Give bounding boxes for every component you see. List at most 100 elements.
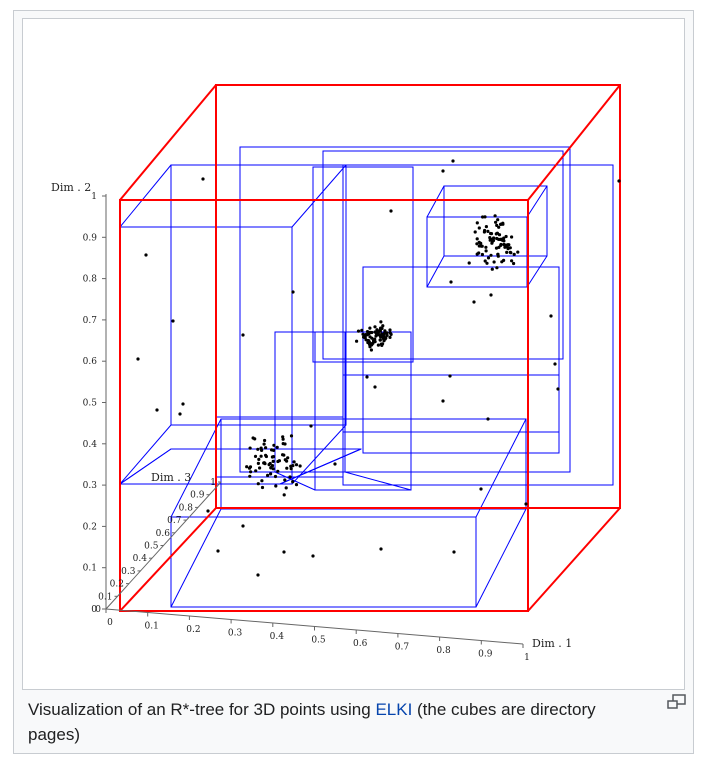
data-point-205 bbox=[251, 436, 255, 440]
data-point-46 bbox=[376, 343, 380, 347]
dim1-tick-label-6: 0.6 bbox=[353, 639, 368, 649]
dim1-tick-label-1: 0.1 bbox=[145, 622, 159, 632]
dim3-tick-label-2: 0.2 bbox=[110, 580, 124, 590]
dim3-tick-label-5: 0.5 bbox=[144, 542, 159, 552]
data-point-61 bbox=[374, 331, 378, 335]
dim3-tick-label-4: 0.4 bbox=[133, 554, 148, 564]
data-point-261 bbox=[489, 293, 493, 297]
directory-cube-1-edge-1 bbox=[291, 164, 347, 228]
data-point-119 bbox=[486, 229, 490, 233]
dim2-tick-label-2: 0.2 bbox=[83, 522, 97, 532]
directory-cube-9 bbox=[274, 331, 412, 491]
directory-cube-8 bbox=[342, 374, 560, 433]
data-point-246 bbox=[486, 417, 490, 421]
directory-cube-3-front bbox=[170, 516, 477, 608]
caption-text: Visualization of an R*-tree for 3D point… bbox=[28, 700, 376, 719]
data-point-132 bbox=[489, 231, 493, 236]
caption-text-end: (the cubes are directory pages) bbox=[28, 700, 596, 744]
data-points bbox=[136, 159, 621, 577]
data-point-182 bbox=[260, 448, 264, 452]
directory-cube-7-back bbox=[362, 266, 560, 454]
data-point-227 bbox=[292, 460, 296, 464]
dim3-tick-label-10: 1 bbox=[210, 478, 216, 488]
data-point-264 bbox=[333, 462, 337, 466]
dim1-tick-label-2: 0.2 bbox=[186, 625, 200, 635]
data-point-65 bbox=[361, 332, 365, 336]
directory-cube-12 bbox=[312, 166, 414, 363]
directory-cube-5 bbox=[342, 164, 614, 486]
data-point-230 bbox=[201, 177, 205, 181]
data-point-59 bbox=[374, 334, 378, 338]
directory-cube-1-edge-2 bbox=[119, 424, 172, 485]
directory-cubes bbox=[119, 146, 614, 608]
data-point-189 bbox=[291, 480, 295, 484]
data-point-169 bbox=[285, 466, 289, 470]
data-point-193 bbox=[288, 475, 292, 479]
data-point-253 bbox=[452, 550, 456, 554]
directory-cube-3-edge-3 bbox=[475, 508, 527, 608]
data-point-258 bbox=[206, 509, 210, 513]
dim1-tick-label-8: 0.8 bbox=[436, 646, 451, 656]
dim3-tick-label-9: 0.9 bbox=[190, 491, 205, 501]
data-point-197 bbox=[269, 466, 273, 470]
data-point-257 bbox=[241, 524, 245, 528]
directory-cube-11-back bbox=[215, 416, 344, 478]
dim3-tick-label-0: 0 bbox=[95, 605, 101, 615]
data-point-57 bbox=[370, 336, 374, 340]
data-point-177 bbox=[286, 456, 290, 460]
data-point-68 bbox=[364, 338, 368, 342]
dim1-tick-label-4: 0.4 bbox=[270, 632, 285, 642]
data-point-239 bbox=[389, 209, 393, 213]
dim1-ticks: 0 0.1 0.2 0.3 0.4 0.5 0.6 0.7 0.8 0.9 1 bbox=[105, 609, 530, 663]
directory-cube-1 bbox=[119, 164, 347, 485]
data-point-154 bbox=[477, 240, 481, 244]
data-point-81 bbox=[505, 250, 509, 254]
data-point-217 bbox=[245, 465, 249, 469]
data-point-170 bbox=[263, 438, 267, 443]
data-point-52 bbox=[389, 332, 393, 336]
data-point-222 bbox=[291, 464, 295, 468]
data-point-121 bbox=[482, 230, 486, 234]
rtree-visualization: Dim . 2 Dim . 1 Dim . 3 00.10.20.30.40.5… bbox=[51, 84, 621, 663]
dim2-ticks: 0 0.1 0.2 0.3 0.4 0.5 0.6 0.7 0.8 0.9 1 bbox=[83, 192, 106, 615]
data-point-91 bbox=[497, 225, 501, 229]
data-point-64 bbox=[388, 335, 392, 339]
data-point-69 bbox=[385, 331, 389, 335]
data-point-41 bbox=[383, 329, 387, 333]
magnify-icon[interactable] bbox=[666, 693, 688, 711]
data-point-201 bbox=[264, 446, 268, 450]
data-point-234 bbox=[181, 402, 185, 406]
data-point-203 bbox=[269, 472, 273, 476]
directory-cube-4 bbox=[239, 146, 571, 473]
directory-cube-3-edge-2 bbox=[170, 508, 222, 608]
data-point-108 bbox=[477, 226, 481, 230]
data-point-122 bbox=[477, 251, 481, 255]
data-point-127 bbox=[485, 261, 489, 265]
elki-link[interactable]: ELKI bbox=[375, 700, 413, 719]
data-point-137 bbox=[506, 243, 510, 247]
dim2-tick-label-10: 1 bbox=[91, 192, 97, 202]
data-point-225 bbox=[281, 437, 285, 441]
data-point-206 bbox=[289, 467, 293, 471]
data-point-236 bbox=[155, 408, 159, 412]
dim1-tick-label-10: 1 bbox=[524, 653, 530, 663]
data-point-128 bbox=[502, 258, 506, 262]
data-point-171 bbox=[256, 482, 260, 486]
data-point-159 bbox=[503, 243, 507, 247]
data-point-138 bbox=[491, 238, 496, 243]
directory-cube-11 bbox=[215, 416, 344, 478]
data-point-78 bbox=[484, 225, 488, 229]
dim2-tick-label-0: 0 bbox=[91, 605, 97, 615]
data-point-260 bbox=[472, 300, 476, 304]
data-point-32 bbox=[388, 328, 392, 332]
data-point-47 bbox=[371, 339, 376, 343]
figure-image[interactable]: Dim . 2 Dim . 1 Dim . 3 0 0.1 0.2 0.3 0.4 0.5… bbox=[22, 18, 685, 690]
directory-cube-10-edge-3 bbox=[526, 255, 548, 288]
data-point-168 bbox=[249, 470, 253, 474]
data-point-255 bbox=[479, 487, 483, 491]
data-point-145 bbox=[481, 215, 485, 219]
directory-cube-1-back bbox=[170, 164, 347, 426]
dim3-tick-label-8: 0.8 bbox=[179, 503, 194, 513]
data-point-158 bbox=[499, 237, 503, 241]
dim1-tick-label-5: 0.5 bbox=[311, 636, 326, 646]
